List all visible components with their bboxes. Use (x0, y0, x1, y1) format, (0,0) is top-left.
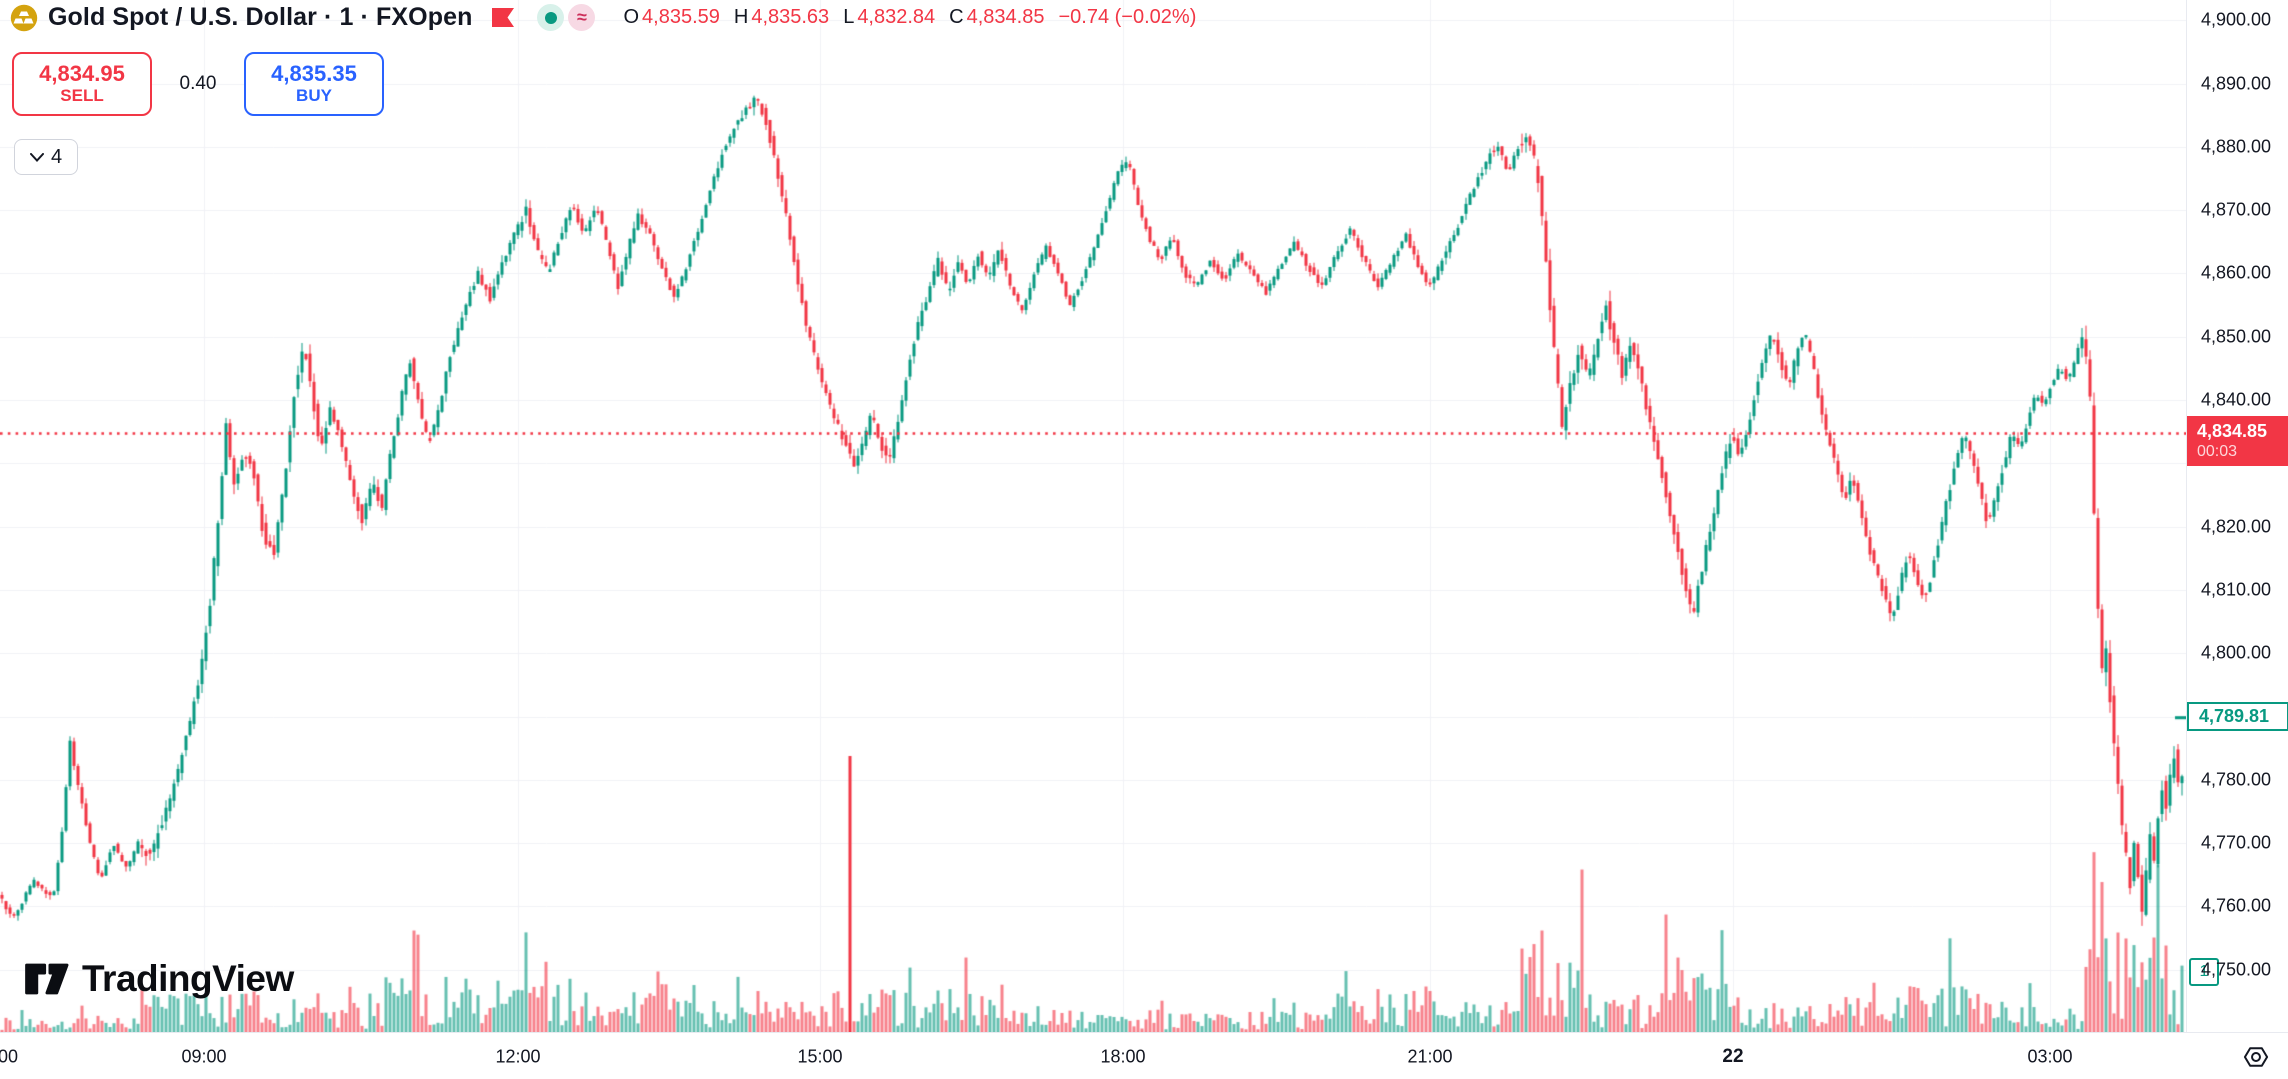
low-value: 4,832.84 (857, 6, 936, 28)
buy-label: BUY (296, 86, 332, 106)
market-status-dot-icon[interactable] (537, 4, 565, 31)
price-axis[interactable]: 4,834.85 00:03 4,789.81 1 4,900.00 4,890.… (2186, 0, 2288, 1032)
open-value: 4,835.59 (642, 6, 720, 28)
time-tick-label: 03:00 (2027, 1046, 2073, 1066)
last-price-label[interactable]: 4,834.85 00:03 (2187, 415, 2288, 467)
volume-scale-badge[interactable]: 1 (2189, 958, 2219, 986)
tradingview-mark-icon (25, 963, 69, 995)
gold-coin-icon (10, 4, 38, 32)
time-tick-label: 00 (0, 1046, 19, 1066)
red-flag-icon[interactable] (492, 8, 515, 27)
time-tick-label: 22 (1722, 1045, 1744, 1067)
chart-legend: Gold Spot / U.S. Dollar · 1 · FXOpen ≈ O… (10, 3, 1196, 32)
time-tick-label: 21:00 (1407, 1046, 1453, 1066)
sell-button[interactable]: 4,834.95 SELL (12, 52, 152, 116)
change-value: −0.74 (−0.02%) (1058, 6, 1197, 28)
low-label: L (843, 6, 855, 28)
price-tick-label: 4,870.00 (2201, 199, 2272, 220)
time-axis-settings-icon[interactable] (2242, 1043, 2270, 1071)
spread-value: 0.40 (179, 73, 217, 94)
sell-price: 4,834.95 (39, 61, 125, 87)
price-tick-label: 4,860.00 (2201, 262, 2272, 283)
time-tick-label: 15:00 (797, 1046, 843, 1066)
time-tick-label: 09:00 (181, 1046, 227, 1066)
legend-collapse-toggle[interactable]: 4 (14, 139, 78, 175)
collapse-count: 4 (50, 145, 63, 168)
time-axis[interactable]: 00 09:00 12:00 15:00 18:00 21:00 22 03:00 (0, 1032, 2288, 1079)
tradingview-logo[interactable]: TradingView (24, 958, 294, 1000)
price-tick-label: 4,780.00 (2201, 769, 2272, 790)
price-tick-label: 4,820.00 (2201, 516, 2272, 537)
price-tick-label: 4,760.00 (2201, 895, 2272, 916)
last-price-value: 4,834.85 (2197, 420, 2268, 441)
tradingview-wordmark: TradingView (82, 958, 294, 999)
chevron-down-icon (29, 152, 44, 162)
buy-button[interactable]: 4,835.35 BUY (244, 52, 384, 116)
price-tick-label: 4,750.00 (2201, 959, 2272, 980)
time-tick-label: 18:00 (1100, 1046, 1146, 1066)
close-value: 4,834.85 (966, 6, 1045, 28)
buy-price: 4,835.35 (271, 61, 357, 87)
volume-scale-value: 1 (2199, 963, 2209, 980)
open-label: O (623, 6, 640, 28)
secondary-price-label[interactable]: 4,789.81 (2187, 701, 2288, 731)
bar-countdown: 00:03 (2197, 443, 2238, 461)
secondary-price-value: 4,789.81 (2199, 705, 2270, 726)
ohlc-legend: O 4,835.59 H 4,835.63 L 4,832.84 C 4,834.85 … (623, 6, 1196, 29)
price-tick-label: 4,770.00 (2201, 832, 2272, 853)
price-tick-label: 4,840.00 (2201, 389, 2272, 410)
high-label: H (733, 6, 749, 28)
symbol-title[interactable]: Gold Spot / U.S. Dollar · 1 · FXOpen (48, 3, 473, 31)
price-tick-label: 4,900.00 (2201, 9, 2272, 30)
price-tick-label: 4,810.00 (2201, 579, 2272, 600)
close-label: C (949, 6, 964, 28)
price-tick-label: 4,880.00 (2201, 136, 2272, 157)
sell-label: SELL (60, 86, 104, 106)
time-tick-label: 12:00 (495, 1046, 541, 1066)
price-tick-label: 4,850.00 (2201, 326, 2272, 347)
trade-panel: 4,834.95 SELL 0.40 4,835.35 BUY (12, 52, 384, 116)
price-chart-canvas[interactable] (0, 0, 2186, 1032)
approx-data-icon[interactable]: ≈ (568, 4, 596, 31)
price-tick-label: 4,800.00 (2201, 642, 2272, 663)
price-tick-label: 4,890.00 (2201, 73, 2272, 93)
high-value: 4,835.63 (751, 6, 830, 28)
